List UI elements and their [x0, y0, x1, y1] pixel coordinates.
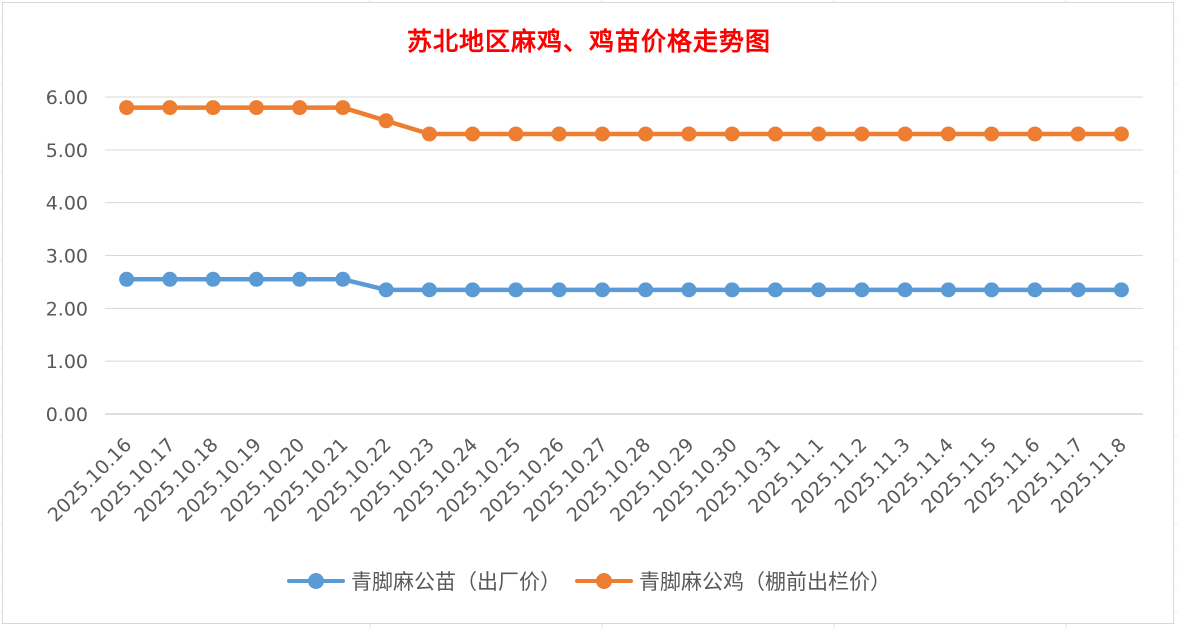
data-point[interactable]	[767, 282, 783, 298]
legend-swatch-seedling	[287, 571, 345, 591]
data-point[interactable]	[897, 126, 913, 142]
data-point[interactable]	[638, 282, 654, 298]
data-point[interactable]	[897, 282, 913, 298]
data-point[interactable]	[335, 100, 351, 116]
data-point[interactable]	[465, 126, 481, 142]
legend-label-rooster: 青脚麻公鸡（棚前出栏价）	[639, 570, 891, 594]
data-point[interactable]	[465, 282, 481, 298]
data-point[interactable]	[940, 126, 956, 142]
data-point[interactable]	[248, 100, 264, 116]
data-point[interactable]	[854, 282, 870, 298]
data-point[interactable]	[119, 271, 135, 287]
data-point[interactable]	[162, 271, 178, 287]
data-point[interactable]	[767, 126, 783, 142]
y-tick-label: 5.00	[46, 140, 88, 162]
data-point[interactable]	[940, 282, 956, 298]
data-point[interactable]	[984, 126, 1000, 142]
legend-item-seedling[interactable]: 青脚麻公苗（出厂价）	[287, 566, 561, 596]
data-point[interactable]	[724, 282, 740, 298]
data-point[interactable]	[681, 282, 697, 298]
data-point[interactable]	[508, 282, 524, 298]
series-line[interactable]	[124, 105, 1124, 137]
y-tick-label: 0.00	[46, 404, 88, 426]
x-axis-ticks: 2025.10.162025.10.172025.10.182025.10.19…	[44, 434, 1131, 526]
y-tick-label: 1.00	[46, 351, 88, 373]
data-point[interactable]	[421, 126, 437, 142]
data-point[interactable]	[984, 282, 1000, 298]
data-point[interactable]	[594, 126, 610, 142]
data-point[interactable]	[508, 126, 524, 142]
data-point[interactable]	[205, 271, 221, 287]
data-point[interactable]	[248, 271, 264, 287]
data-point[interactable]	[378, 113, 394, 129]
series-line[interactable]	[124, 277, 1124, 293]
data-point[interactable]	[811, 282, 827, 298]
data-point[interactable]	[1113, 126, 1129, 142]
series-1	[119, 100, 1129, 142]
data-point[interactable]	[551, 126, 567, 142]
data-point[interactable]	[1113, 282, 1129, 298]
data-point[interactable]	[1027, 282, 1043, 298]
series-lines	[119, 100, 1129, 298]
data-point[interactable]	[119, 100, 135, 116]
data-point[interactable]	[335, 271, 351, 287]
legend-label-seedling: 青脚麻公苗（出厂价）	[351, 570, 561, 594]
y-tick-label: 2.00	[46, 298, 88, 320]
chart-title: 苏北地区麻鸡、鸡苗价格走势图	[406, 27, 771, 56]
data-point[interactable]	[681, 126, 697, 142]
data-point[interactable]	[854, 126, 870, 142]
data-point[interactable]	[594, 282, 610, 298]
y-tick-label: 3.00	[46, 246, 88, 268]
data-point[interactable]	[551, 282, 567, 298]
data-point[interactable]	[638, 126, 654, 142]
legend-marker-seedling	[308, 573, 324, 589]
data-point[interactable]	[421, 282, 437, 298]
data-point[interactable]	[162, 100, 178, 116]
legend-swatch-rooster	[575, 571, 633, 591]
legend: 青脚麻公苗（出厂价） 青脚麻公鸡（棚前出栏价）	[0, 566, 1178, 596]
legend-marker-rooster	[596, 573, 612, 589]
legend-item-rooster[interactable]: 青脚麻公鸡（棚前出栏价）	[575, 566, 891, 596]
y-tick-label: 4.00	[46, 193, 88, 215]
data-point[interactable]	[1070, 282, 1086, 298]
y-tick-label: 6.00	[46, 87, 88, 109]
data-point[interactable]	[378, 282, 394, 298]
data-point[interactable]	[292, 271, 308, 287]
series-0	[119, 271, 1129, 298]
data-point[interactable]	[724, 126, 740, 142]
data-point[interactable]	[1027, 126, 1043, 142]
data-point[interactable]	[292, 100, 308, 116]
data-point[interactable]	[1070, 126, 1086, 142]
y-axis-ticks: 0.00 1.00 2.00 3.00 4.00 5.00 6.00	[46, 87, 88, 426]
data-point[interactable]	[205, 100, 221, 116]
data-point[interactable]	[811, 126, 827, 142]
gridlines	[105, 96, 1143, 415]
